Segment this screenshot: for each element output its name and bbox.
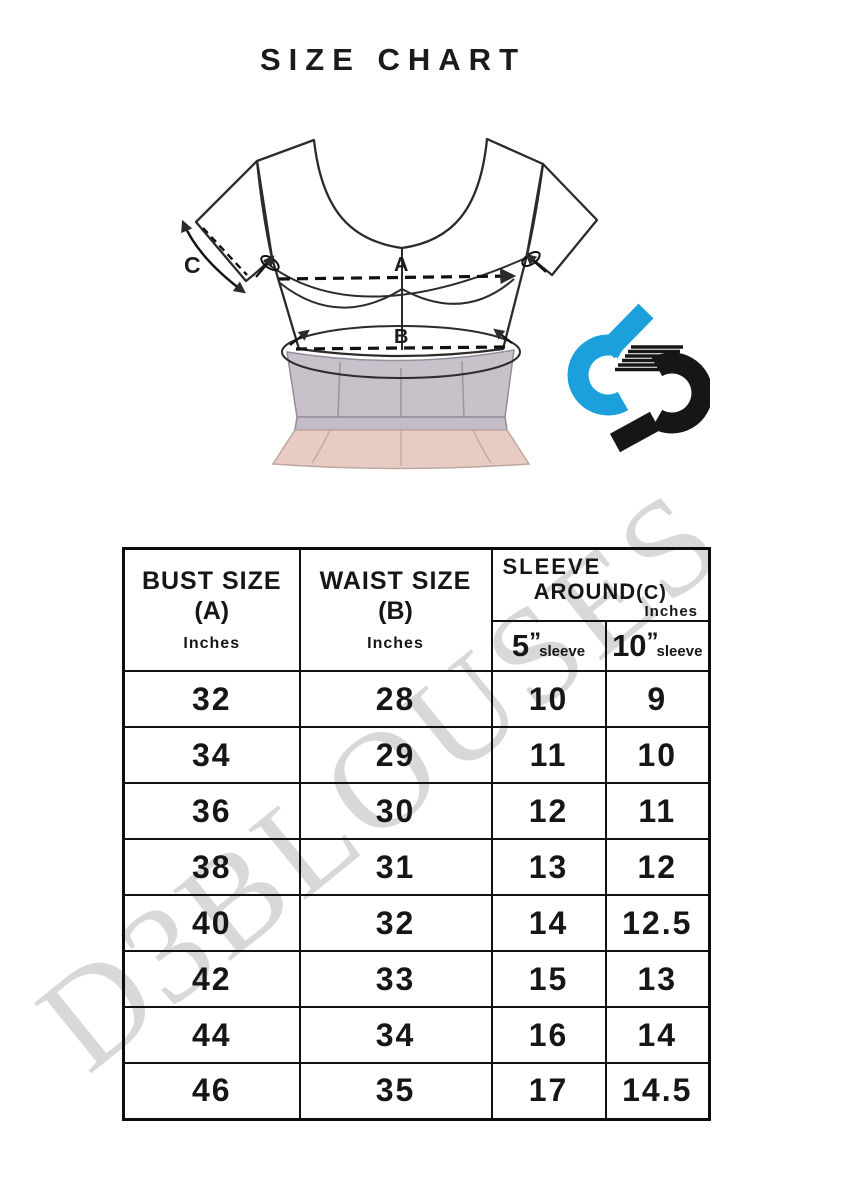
sleeve5-value: 17 bbox=[490, 1062, 607, 1120]
waist-value: 28 bbox=[298, 670, 493, 728]
waist-measure-line bbox=[289, 328, 513, 351]
header-sleeve-5: 5”sleeve bbox=[490, 620, 607, 672]
waist-header-unit: Inches bbox=[367, 634, 424, 652]
table-row: 34 29 11 10 bbox=[122, 726, 711, 784]
measurement-label-c: C bbox=[184, 252, 201, 278]
bust-value: 44 bbox=[122, 1006, 301, 1064]
table-row: 40 32 14 12.5 bbox=[122, 894, 711, 952]
sleeve5-value: 12 bbox=[490, 782, 607, 840]
sleeve10-value: 14 bbox=[604, 1006, 711, 1064]
bust-value: 32 bbox=[122, 670, 301, 728]
waist-value: 31 bbox=[298, 838, 493, 896]
bust-value: 42 bbox=[122, 950, 301, 1008]
sleeve-measure-line bbox=[181, 219, 248, 294]
bust-header-title: BUST SIZE bbox=[141, 567, 282, 596]
bust-header-letter: (A) bbox=[194, 596, 230, 625]
sleeve-header-line2: AROUND(C) bbox=[533, 579, 667, 604]
brand-logo-d3 bbox=[567, 303, 710, 453]
bust-value: 34 bbox=[122, 726, 301, 784]
bust-value: 38 bbox=[122, 838, 301, 896]
sleeve10-value: 14.5 bbox=[604, 1062, 711, 1120]
table-row: 38 31 13 12 bbox=[122, 838, 711, 896]
table-row: 36 30 12 11 bbox=[122, 782, 711, 840]
logo-letter-d bbox=[567, 303, 654, 416]
bust-value: 40 bbox=[122, 894, 301, 952]
measurement-label-b: B bbox=[394, 326, 408, 348]
waist-value: 30 bbox=[298, 782, 493, 840]
waist-value: 35 bbox=[298, 1062, 493, 1120]
size-table: BUST SIZE (A) Inches WAIST SIZE (B) Inch… bbox=[122, 547, 712, 1121]
sleeve5-value: 14 bbox=[490, 894, 607, 952]
sleeve10-value: 11 bbox=[604, 782, 711, 840]
sleeve10-value: 12 bbox=[604, 838, 711, 896]
bust-measure-line bbox=[255, 250, 547, 285]
table-row: 32 28 10 9 bbox=[122, 670, 711, 728]
waist-value: 32 bbox=[298, 894, 493, 952]
waist-header-letter: (B) bbox=[378, 596, 413, 625]
waist-value: 34 bbox=[298, 1006, 493, 1064]
sleeve10-value: 12.5 bbox=[604, 894, 711, 952]
sleeve-header-unit: Inches bbox=[644, 603, 699, 620]
sleeve-header-line1: SLEEVE bbox=[502, 554, 602, 579]
header-bust-size: BUST SIZE (A) Inches bbox=[122, 547, 301, 672]
sleeve10-value: 13 bbox=[604, 950, 711, 1008]
sleeve5-value: 16 bbox=[490, 1006, 607, 1064]
header-sleeve-10: 10”sleeve bbox=[604, 620, 711, 672]
page-title: SIZE CHART bbox=[260, 42, 526, 77]
left-sleeve bbox=[194, 159, 274, 283]
measurement-label-a: A bbox=[394, 254, 408, 276]
logo-letter-3 bbox=[609, 352, 710, 453]
header-sleeve-around: SLEEVE AROUND(C) Inches bbox=[490, 547, 711, 622]
sleeve5-value: 13 bbox=[490, 838, 607, 896]
sleeve5-value: 10 bbox=[490, 670, 607, 728]
bust-value: 36 bbox=[122, 782, 301, 840]
bust-header-unit: Inches bbox=[183, 634, 241, 652]
torso-under-blouse bbox=[271, 349, 531, 470]
sleeve5-value: 15 bbox=[490, 950, 607, 1008]
sleeve10-value: 9 bbox=[604, 670, 711, 728]
sleeve5-value: 11 bbox=[490, 726, 607, 784]
header-waist-size: WAIST SIZE (B) Inches bbox=[298, 547, 493, 672]
waist-header-title: WAIST SIZE bbox=[319, 567, 472, 596]
table-row: 44 34 16 14 bbox=[122, 1006, 711, 1064]
blouse-measurement-diagram: A B C bbox=[181, 137, 599, 470]
table-row: 46 35 17 14.5 bbox=[122, 1062, 711, 1120]
bust-value: 46 bbox=[122, 1062, 301, 1120]
blouse-outline bbox=[194, 137, 599, 358]
waist-value: 29 bbox=[298, 726, 493, 784]
sleeve10-value: 10 bbox=[604, 726, 711, 784]
table-row: 42 33 15 13 bbox=[122, 950, 711, 1008]
waist-value: 33 bbox=[298, 950, 493, 1008]
